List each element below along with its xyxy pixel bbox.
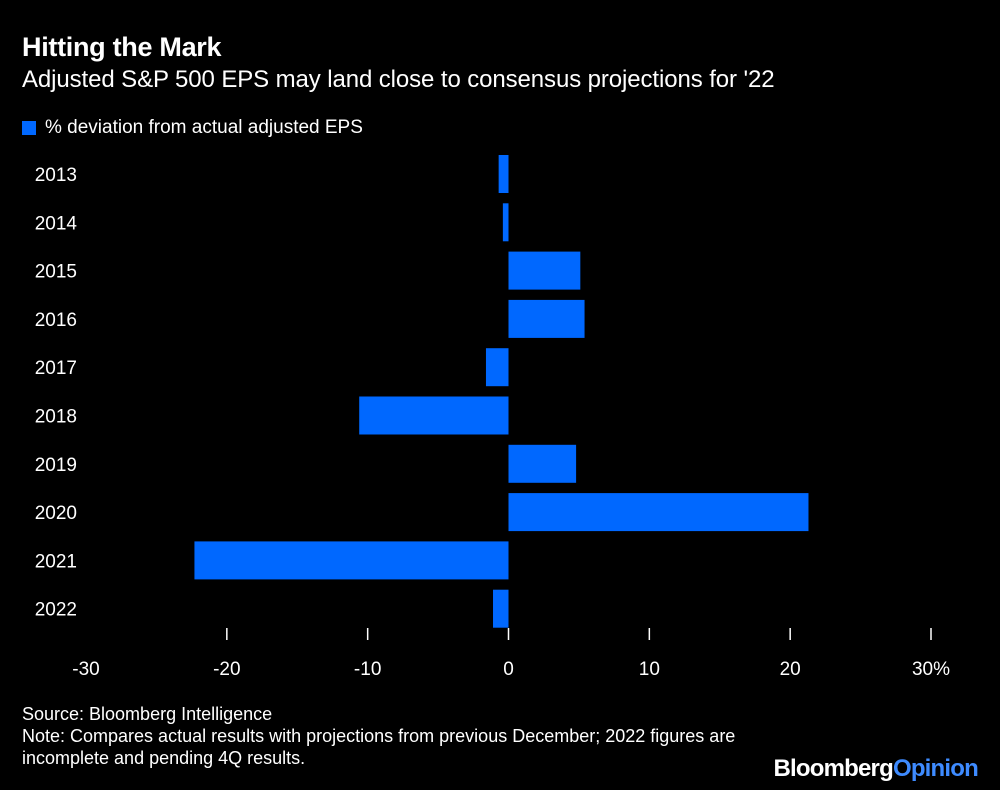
x-tick-label-3: 0: [503, 659, 514, 680]
bar-2016: [508, 299, 585, 338]
category-label-2015: 2015: [35, 262, 77, 283]
category-label-2019: 2019: [35, 455, 77, 476]
x-tick-label-2: -10: [354, 659, 381, 680]
x-tick-label-4: 10: [639, 659, 660, 680]
source-note: Source: Bloomberg Intelligence: [22, 704, 273, 724]
category-label-2017: 2017: [35, 358, 77, 379]
bar-2018: [359, 396, 509, 435]
brand-logo: BloombergOpinion: [773, 755, 978, 783]
x-tick-label-1: -20: [213, 659, 240, 680]
bar-2021: [194, 541, 509, 580]
bar-2013: [498, 155, 509, 193]
bar-2017: [485, 348, 509, 387]
x-tick-label-5: 20: [780, 659, 801, 680]
brand-secondary: Opinion: [892, 755, 979, 782]
chart-subtitle: Adjusted S&P 500 EPS may land close to c…: [22, 66, 775, 93]
bar-2020: [508, 493, 809, 532]
legend-label: % deviation from actual adjusted EPS: [45, 117, 363, 138]
category-label-2021: 2021: [35, 551, 77, 572]
bar-2022: [493, 589, 509, 628]
chart-legend: % deviation from actual adjusted EPS: [22, 116, 363, 140]
bar-2015: [508, 251, 581, 290]
category-label-2013: 2013: [35, 165, 77, 186]
category-label-2016: 2016: [35, 310, 77, 331]
category-label-2018: 2018: [35, 407, 77, 428]
bar-2014: [502, 203, 509, 242]
x-tick-label-6: 30%: [912, 659, 950, 680]
legend-swatch: [22, 121, 36, 135]
category-label-2014: 2014: [35, 213, 78, 234]
bar-chart: 2013 2014 2015 2016 2017 2018 2019 2020 2021 2022…: [35, 155, 950, 680]
methodology-note: Note: Compares actual results with proje…: [22, 726, 736, 768]
x-tick-label-0: -30: [72, 659, 99, 680]
category-label-2020: 2020: [35, 503, 77, 524]
category-label-2022: 2022: [35, 600, 77, 621]
chart-title: Hitting the Mark: [22, 32, 222, 62]
chart-footer: Source: Bloomberg Intelligence Note: Com…: [22, 703, 782, 769]
brand-primary: Bloomberg: [773, 755, 893, 782]
bar-2019: [508, 444, 577, 483]
